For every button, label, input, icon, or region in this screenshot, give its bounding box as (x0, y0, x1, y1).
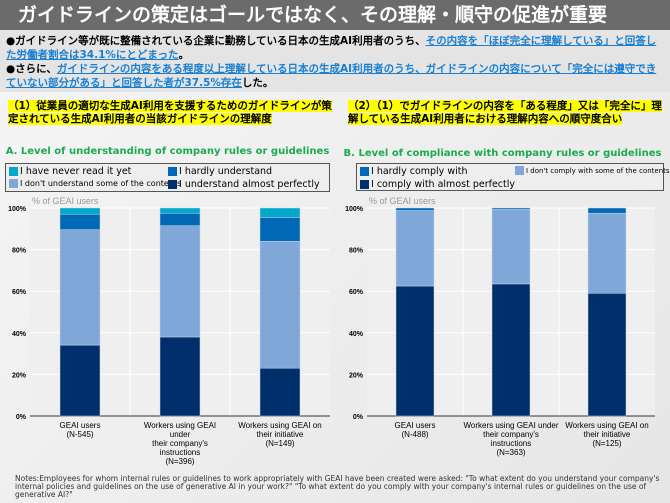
notes: Notes:Employees for whom internal rules … (15, 474, 660, 499)
y-tick-label: 60% (349, 289, 364, 296)
legend-item: I comply with almost perfectly (360, 179, 515, 190)
y-axis-label: % of GEAI users (369, 196, 436, 206)
bar-segment (159, 225, 201, 338)
legend-label: I don't understand some of the contents (20, 179, 182, 188)
bar-segment (259, 207, 301, 218)
chart-a-legend: I have never read it yet I hardly unders… (5, 163, 330, 192)
chart-b-legend: I hardly comply with I don't comply with… (356, 163, 670, 191)
bar-segment (587, 293, 627, 417)
legend-item: I hardly understand (168, 166, 272, 177)
bullet-2: ●さらに、ガイドラインの内容をある程度以上理解している日本の生成AI利用者のうち… (6, 62, 664, 90)
bar-segment (159, 212, 201, 226)
y-tick-label: 40% (349, 331, 364, 338)
y-tick-label: 20% (349, 372, 364, 379)
chart-b-title: B. Level of compliance with company rule… (343, 148, 662, 159)
section-1-heading: （1）従業員の適切な生成AI利用を支援するためのガイドラインが策定されている生成… (8, 100, 338, 126)
legend-swatch (9, 167, 18, 176)
legend-label: I don't comply with some of the contents (526, 166, 670, 175)
page-title: ガイドラインの策定はゴールではなく、その理解・順守の促進が重要 (0, 0, 670, 30)
legend-swatch (168, 180, 177, 189)
section-1-text: （1）従業員の適切な生成AI利用を支援するためのガイドラインが策定されている生成… (8, 100, 332, 125)
section-2-heading: （2）（1）でガイドラインの内容を「ある程度」又は「完全に」理解している生成AI… (348, 100, 663, 126)
y-tick-label: 80% (349, 248, 364, 255)
y-tick-label: 20% (12, 372, 27, 379)
y-tick-label: 60% (12, 289, 27, 296)
legend-swatch (168, 167, 177, 176)
bar-segment (395, 207, 435, 211)
legend-label: I hardly comply with (371, 166, 468, 177)
y-tick-label: 0% (16, 414, 27, 421)
bar-segment (395, 285, 435, 417)
legend-swatch (360, 167, 369, 176)
summary-bullets: ●ガイドライン等が既に整備されている企業に勤務している日本の生成AI利用者のうち… (0, 30, 670, 92)
y-tick-label: 40% (12, 331, 27, 338)
x-tick-label: Workers using GEAI on their initiative (N=… (238, 421, 321, 448)
y-tick-label: 80% (12, 248, 27, 255)
bar-segment (59, 344, 101, 417)
bullet-1: ●ガイドライン等が既に整備されている企業に勤務している日本の生成AI利用者のうち… (6, 34, 664, 62)
bullet-text: ●さらに、 (6, 63, 57, 75)
bar-segment (159, 336, 201, 417)
legend-swatch (360, 180, 369, 189)
legend-item: I understand almost perfectly (168, 179, 320, 190)
bar-segment (395, 210, 435, 287)
bullet-text: ●ガイドライン等が既に整備されている企業に勤務している日本の生成AI利用者のうち… (6, 35, 426, 47)
legend-label: I understand almost perfectly (179, 179, 320, 190)
legend-item: I don't understand some of the contents (9, 179, 181, 188)
bullet-text: 。 (178, 49, 190, 61)
y-tick-label: 100% (8, 206, 27, 213)
legend-label: I have never read it yet (20, 166, 132, 177)
bar-segment (491, 209, 531, 285)
chart-a-title: A. Level of understanding of company rul… (5, 146, 330, 157)
bar-segment (491, 207, 531, 210)
y-axis-label: % of GEAI users (32, 196, 99, 206)
legend-item: I have never read it yet (9, 166, 131, 177)
legend-item: I don't comply with some of the contents (515, 166, 670, 175)
section-2-text: （2）（1）でガイドラインの内容を「ある程度」又は「完全に」理解している生成AI… (348, 100, 662, 125)
bar-segment (59, 207, 101, 215)
x-tick-label: Workers using GEAI under their company's in… (144, 421, 216, 466)
bar-segment (159, 207, 201, 214)
bar-segment (259, 241, 301, 369)
bullet-text: した。 (241, 77, 274, 89)
legend-swatch (9, 179, 18, 188)
x-tick-label: Workers using GEAI under their company's i… (463, 421, 558, 457)
x-tick-label: GEAI users (N-545) (60, 421, 101, 439)
legend-swatch (515, 166, 524, 175)
bar-segment (587, 207, 627, 214)
legend-label: I comply with almost perfectly (371, 179, 515, 190)
bar-segment (587, 212, 627, 294)
y-tick-label: 0% (353, 414, 364, 421)
bar-segment (259, 367, 301, 417)
x-tick-label: Workers using GEAI on their initiative (N=… (565, 421, 648, 448)
y-tick-label: 100% (345, 206, 364, 213)
legend-item: I hardly comply with (360, 166, 467, 177)
bullet-highlight: ガイドラインの内容をある程度以上理解している日本の生成AI利用者のうち、ガイドラ… (6, 63, 657, 89)
bar-segment (59, 213, 101, 230)
legend-label: I hardly understand (179, 166, 273, 177)
bar-segment (491, 283, 531, 417)
bullet-highlight: その内容を「ほぼ完全に理解している」と回答した労働者割合は34.1%にとどまった (6, 35, 657, 61)
x-tick-label: GEAI users (N-488) (395, 421, 436, 439)
bar-segment (59, 229, 101, 346)
bar-segment (259, 217, 301, 242)
